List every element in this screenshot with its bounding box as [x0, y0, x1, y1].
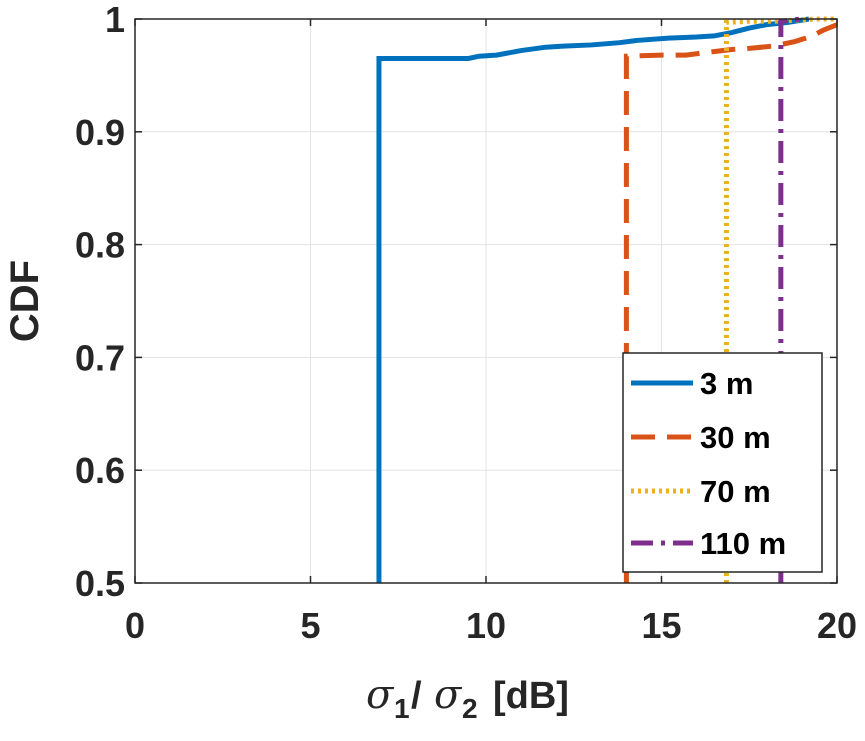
- y-axis-label: CDF: [3, 260, 47, 342]
- x-axis-label-unit: [dB]: [493, 675, 569, 717]
- y-tick-label: 0.7: [75, 337, 125, 378]
- x-axis-label-sigma-1: σ: [366, 672, 395, 718]
- x-axis-label-slash: /: [411, 675, 422, 717]
- legend-box: [622, 352, 823, 573]
- x-tick-label: 0: [125, 605, 145, 646]
- legend-label: 3 m: [700, 366, 753, 401]
- x-tick-label: 15: [641, 605, 681, 646]
- legend: 3 m 30 m 70 m 110 m: [622, 352, 823, 573]
- y-tick-label: 0.5: [75, 563, 125, 604]
- y-tick-label: 1: [105, 0, 125, 40]
- y-tick-label: 0.8: [75, 225, 125, 266]
- ticks: [134, 18, 838, 584]
- y-tick-label: 0.9: [75, 112, 125, 153]
- x-axis-label-sigma-2: σ: [434, 672, 463, 718]
- y-tick-label: 0.6: [75, 450, 125, 491]
- x-axis-label-sub-2: 2: [462, 693, 478, 724]
- legend-label: 30 m: [700, 420, 771, 455]
- legend-label: 70 m: [700, 474, 771, 509]
- tick-labels: 0 5 10 15 20 0.5 0.6 0.7 0.8 0.9 1: [75, 0, 857, 646]
- x-axis-label-sub-1: 1: [394, 693, 410, 724]
- series-line-70-m: [723, 16, 837, 583]
- x-tick-label: 5: [300, 605, 320, 646]
- x-tick-label: 10: [466, 605, 506, 646]
- x-axis-label: σ 1 / σ 2 [dB]: [366, 672, 569, 724]
- series-line-30-m: [623, 22, 838, 583]
- legend-label: 110 m: [700, 526, 786, 561]
- x-tick-label: 20: [817, 605, 857, 646]
- series-line-3-m: [376, 16, 810, 583]
